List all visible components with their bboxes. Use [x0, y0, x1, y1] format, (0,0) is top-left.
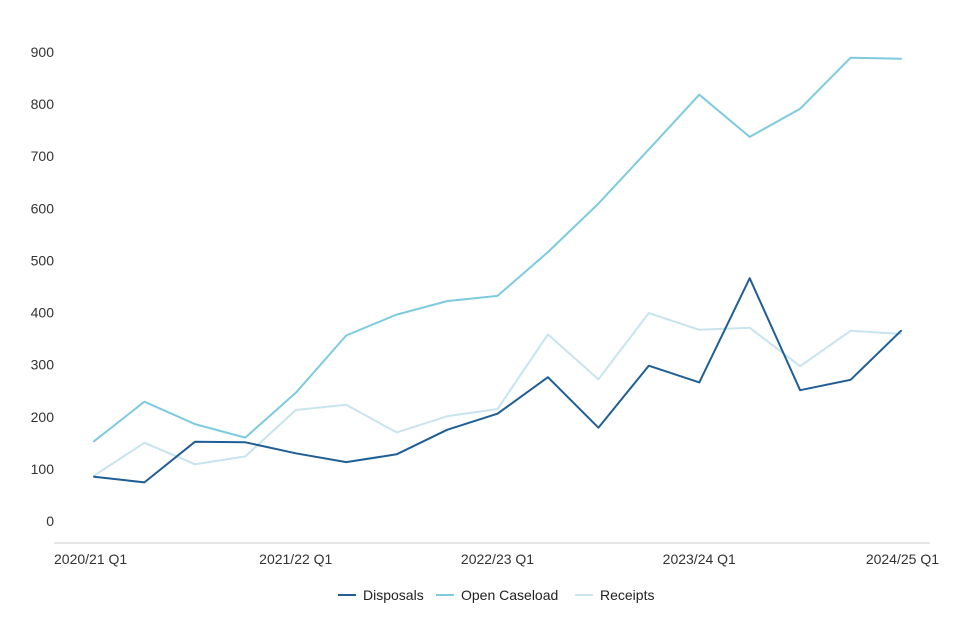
- y-tick-label: 0: [46, 513, 54, 529]
- x-tick-label: 2021/22 Q1: [259, 551, 332, 567]
- legend: Disposals Open Caseload Receipts: [338, 587, 654, 603]
- y-tick-label: 100: [31, 461, 55, 477]
- series-line-open-caseload: [93, 56, 902, 443]
- x-tick-label: 2022/23 Q1: [461, 551, 534, 567]
- series-line-disposals: [93, 277, 902, 484]
- legend-label: Receipts: [600, 587, 654, 603]
- y-tick-label: 200: [31, 409, 55, 425]
- y-tick-label: 500: [31, 252, 55, 268]
- y-tick-label: 900: [31, 44, 55, 60]
- y-tick-label: 400: [31, 305, 55, 321]
- series-group: [93, 56, 902, 484]
- x-tick-label: 2023/24 Q1: [663, 551, 736, 567]
- legend-label: Open Caseload: [461, 587, 558, 603]
- x-axis-ticks: 2020/21 Q1 2021/22 Q1 2022/23 Q1 2023/24 Q1…: [54, 551, 939, 567]
- y-tick-label: 600: [31, 200, 55, 216]
- x-tick-label: 2024/25 Q1: [866, 551, 939, 567]
- series-line-receipts: [93, 312, 902, 477]
- y-tick-label: 800: [31, 96, 55, 112]
- y-axis-ticks: 0 100 200 300 400 500 600 700 800 900: [31, 44, 55, 529]
- legend-item-disposals[interactable]: Disposals: [338, 587, 424, 603]
- legend-item-open-caseload[interactable]: Open Caseload: [436, 587, 558, 603]
- legend-item-receipts[interactable]: Receipts: [575, 587, 654, 603]
- legend-label: Disposals: [363, 587, 424, 603]
- y-tick-label: 700: [31, 148, 55, 164]
- x-tick-label: 2020/21 Q1: [54, 551, 127, 567]
- y-tick-label: 300: [31, 357, 55, 373]
